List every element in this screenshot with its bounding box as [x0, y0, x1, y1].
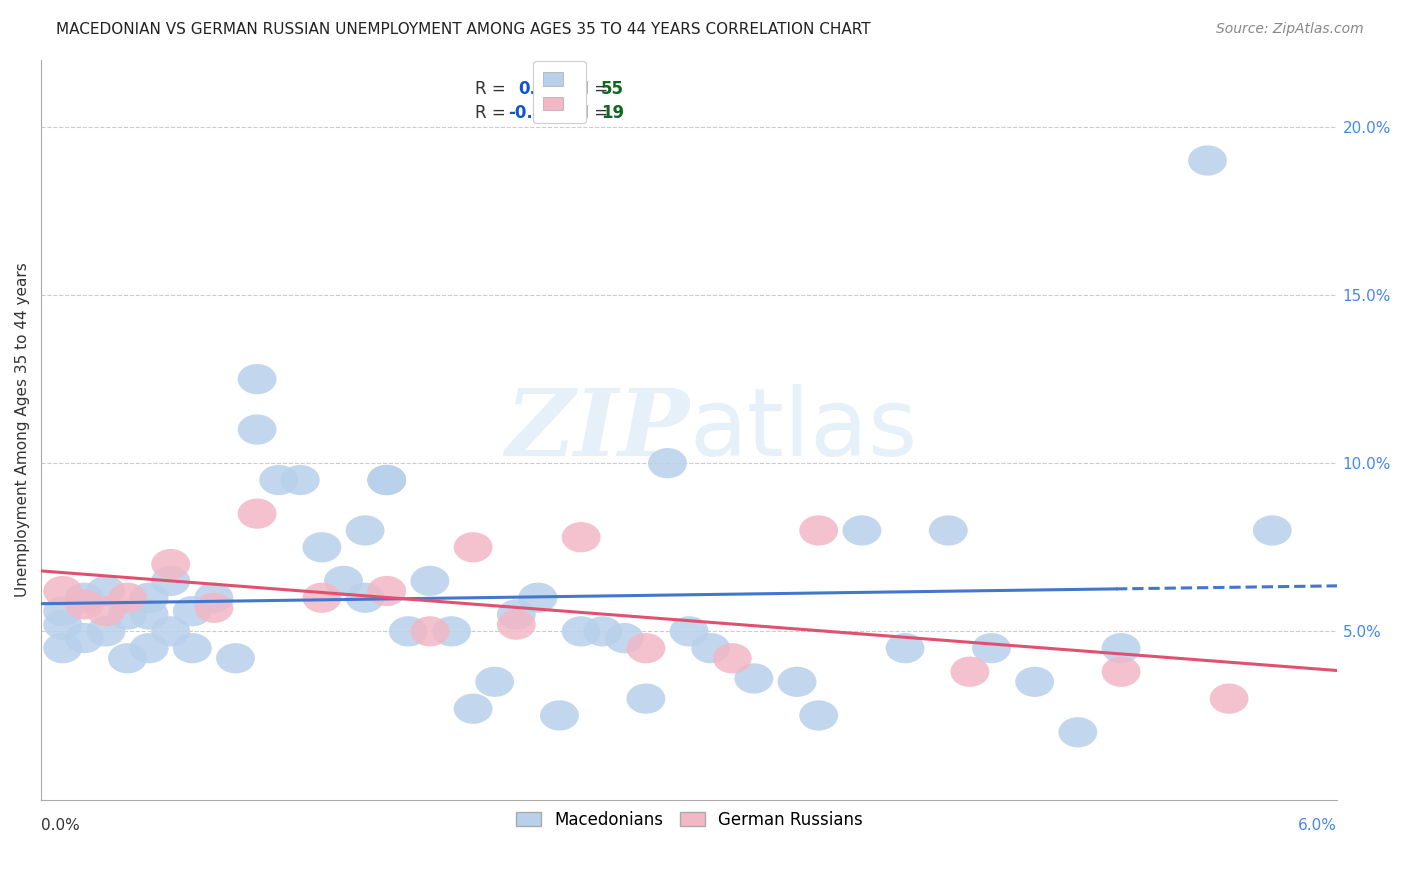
Ellipse shape — [475, 666, 515, 697]
Ellipse shape — [627, 633, 665, 664]
Ellipse shape — [1188, 145, 1227, 176]
Text: MACEDONIAN VS GERMAN RUSSIAN UNEMPLOYMENT AMONG AGES 35 TO 44 YEARS CORRELATION : MACEDONIAN VS GERMAN RUSSIAN UNEMPLOYMEN… — [56, 22, 870, 37]
Ellipse shape — [346, 516, 384, 546]
Ellipse shape — [540, 700, 579, 731]
Ellipse shape — [302, 582, 342, 613]
Ellipse shape — [323, 566, 363, 596]
Ellipse shape — [454, 533, 492, 563]
Ellipse shape — [886, 633, 925, 664]
Ellipse shape — [669, 616, 709, 647]
Ellipse shape — [238, 364, 277, 394]
Ellipse shape — [950, 657, 990, 687]
Ellipse shape — [929, 516, 967, 546]
Ellipse shape — [1102, 633, 1140, 664]
Ellipse shape — [454, 694, 492, 723]
Ellipse shape — [44, 576, 82, 607]
Ellipse shape — [778, 666, 817, 697]
Ellipse shape — [1102, 657, 1140, 687]
Ellipse shape — [173, 596, 212, 626]
Text: ZIP: ZIP — [505, 384, 689, 475]
Ellipse shape — [108, 643, 148, 673]
Ellipse shape — [87, 576, 125, 607]
Text: 0.133: 0.133 — [517, 80, 571, 98]
Ellipse shape — [519, 582, 557, 613]
Ellipse shape — [217, 643, 254, 673]
Ellipse shape — [87, 596, 125, 626]
Ellipse shape — [972, 633, 1011, 664]
Ellipse shape — [44, 596, 82, 626]
Ellipse shape — [1209, 683, 1249, 714]
Text: N =: N = — [567, 80, 613, 98]
Text: 19: 19 — [600, 104, 624, 122]
Ellipse shape — [346, 582, 384, 613]
Ellipse shape — [129, 633, 169, 664]
Ellipse shape — [627, 683, 665, 714]
Ellipse shape — [152, 549, 190, 579]
Ellipse shape — [389, 616, 427, 647]
Ellipse shape — [152, 566, 190, 596]
Ellipse shape — [496, 609, 536, 640]
Ellipse shape — [411, 616, 450, 647]
Text: -0.497: -0.497 — [508, 104, 567, 122]
Ellipse shape — [65, 623, 104, 653]
Ellipse shape — [367, 465, 406, 495]
Ellipse shape — [238, 499, 277, 529]
Text: R =: R = — [475, 80, 516, 98]
Ellipse shape — [194, 582, 233, 613]
Ellipse shape — [1015, 666, 1054, 697]
Ellipse shape — [692, 633, 730, 664]
Ellipse shape — [583, 616, 621, 647]
Ellipse shape — [129, 599, 169, 630]
Ellipse shape — [799, 700, 838, 731]
Ellipse shape — [561, 616, 600, 647]
Legend: Macedonians, German Russians: Macedonians, German Russians — [509, 805, 869, 836]
Ellipse shape — [194, 592, 233, 623]
Ellipse shape — [734, 664, 773, 694]
Ellipse shape — [108, 599, 148, 630]
Ellipse shape — [65, 590, 104, 620]
Ellipse shape — [129, 582, 169, 613]
Ellipse shape — [238, 415, 277, 445]
Ellipse shape — [259, 465, 298, 495]
Text: 55: 55 — [600, 80, 624, 98]
Ellipse shape — [281, 465, 319, 495]
Ellipse shape — [1059, 717, 1097, 747]
Ellipse shape — [302, 533, 342, 563]
Ellipse shape — [496, 599, 536, 630]
Ellipse shape — [87, 616, 125, 647]
Ellipse shape — [561, 522, 600, 552]
Ellipse shape — [842, 516, 882, 546]
Ellipse shape — [173, 633, 212, 664]
Text: N =: N = — [567, 104, 613, 122]
Text: 0.0%: 0.0% — [41, 818, 80, 833]
Ellipse shape — [799, 516, 838, 546]
Y-axis label: Unemployment Among Ages 35 to 44 years: Unemployment Among Ages 35 to 44 years — [15, 262, 30, 597]
Ellipse shape — [1253, 516, 1292, 546]
Ellipse shape — [432, 616, 471, 647]
Ellipse shape — [44, 633, 82, 664]
Ellipse shape — [605, 623, 644, 653]
Ellipse shape — [44, 609, 82, 640]
Ellipse shape — [367, 576, 406, 607]
Ellipse shape — [108, 582, 148, 613]
Ellipse shape — [367, 465, 406, 495]
Ellipse shape — [152, 616, 190, 647]
Ellipse shape — [65, 582, 104, 613]
Text: 6.0%: 6.0% — [1298, 818, 1337, 833]
Text: atlas: atlas — [689, 384, 917, 475]
Ellipse shape — [411, 566, 450, 596]
Ellipse shape — [713, 643, 752, 673]
Ellipse shape — [648, 448, 688, 478]
Text: R =: R = — [475, 104, 512, 122]
Text: Source: ZipAtlas.com: Source: ZipAtlas.com — [1216, 22, 1364, 37]
